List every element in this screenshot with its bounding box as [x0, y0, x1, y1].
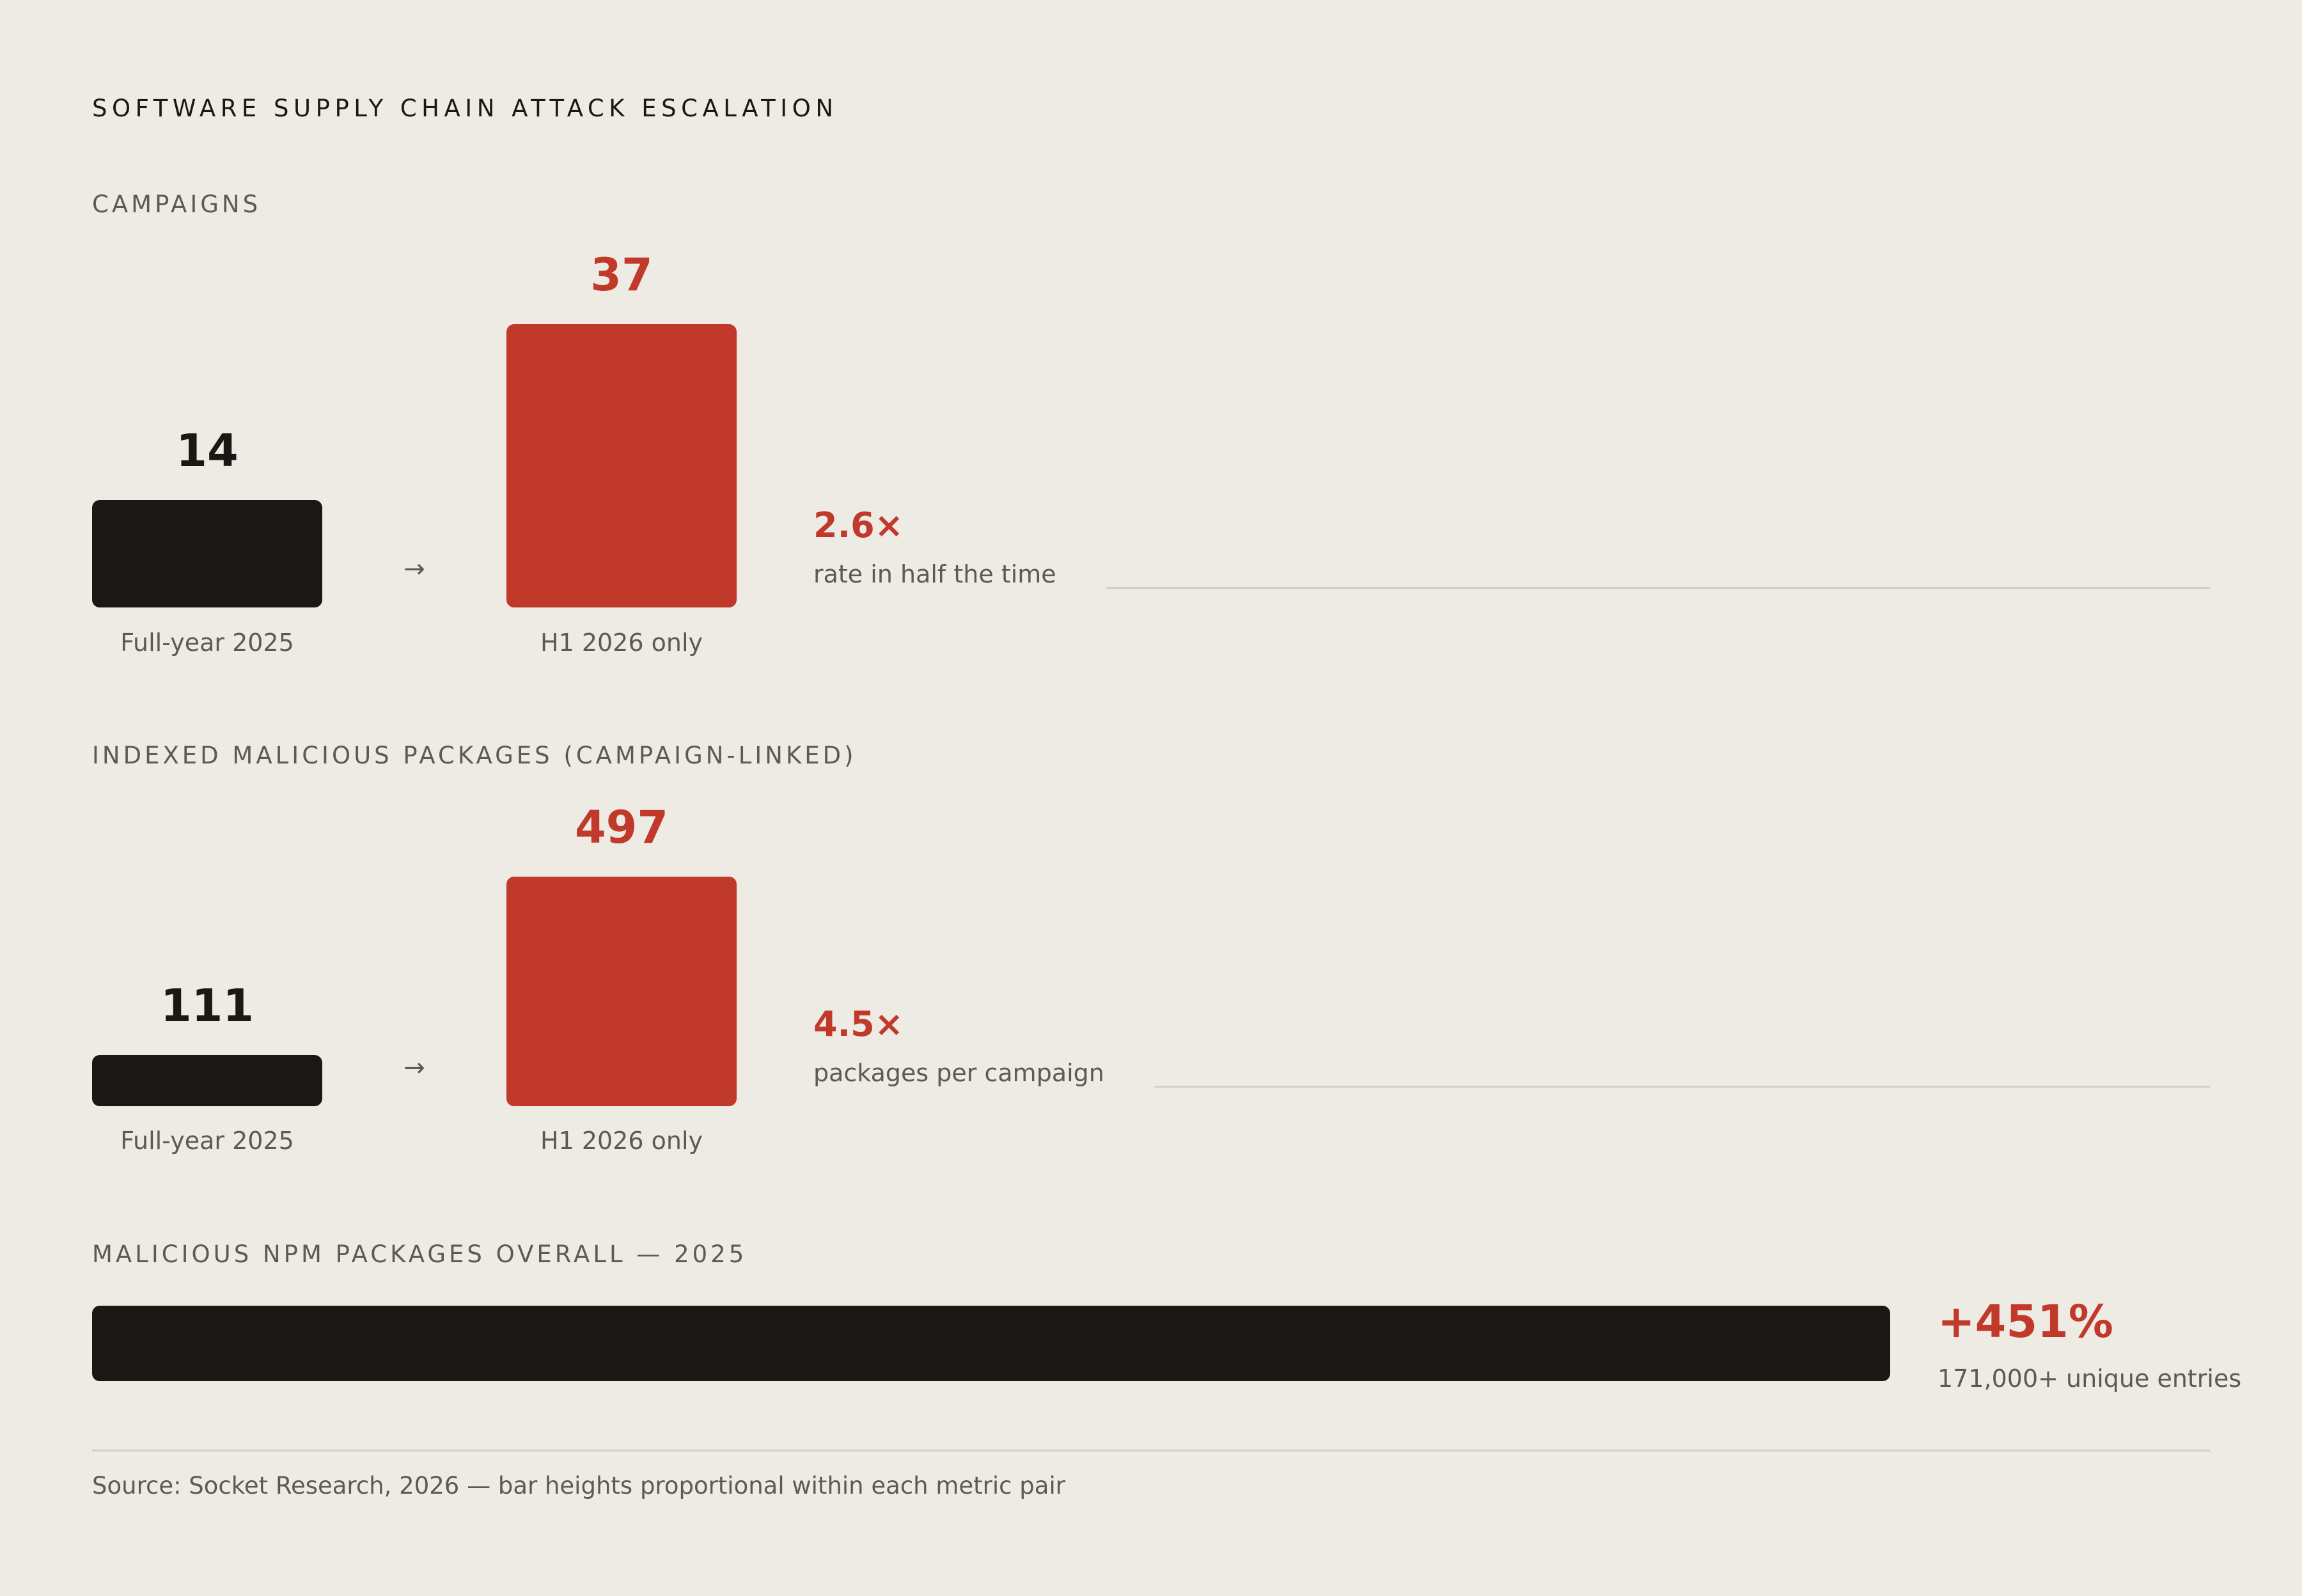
campaigns-category-2025: Full-year 2025 — [120, 629, 294, 657]
packages-bar-h1-2026 — [506, 877, 737, 1106]
campaigns-bar-h1-2026 — [506, 324, 737, 607]
npm-unique-entries-note: 171,000+ unique entries — [1938, 1365, 2242, 1393]
packages-multiplier-note: packages per campaign — [813, 1059, 1104, 1087]
campaigns-divider — [1106, 587, 2210, 589]
campaigns-bar-2025 — [92, 500, 322, 607]
campaigns-category-h1-2026: H1 2026 only — [540, 629, 703, 657]
packages-category-2025: Full-year 2025 — [120, 1127, 294, 1155]
campaigns-section-label: CAMPAIGNS — [92, 191, 262, 218]
campaigns-multiplier-note: rate in half the time — [813, 560, 1056, 588]
packages-multiplier: 4.5× — [813, 1004, 904, 1044]
campaigns-value-h1-2026: 37 — [590, 249, 653, 301]
campaigns-multiplier: 2.6× — [813, 505, 904, 545]
npm-growth-percent: +451% — [1938, 1295, 2113, 1348]
campaigns-arrow: → — [403, 554, 425, 584]
npm-overall-bar — [92, 1306, 1890, 1381]
packages-value-h1-2026: 497 — [574, 801, 669, 854]
packages-value-2025: 111 — [160, 980, 254, 1032]
packages-section-label: INDEXED MALICIOUS PACKAGES (CAMPAIGN-LIN… — [92, 742, 857, 769]
packages-bar-2025 — [92, 1055, 322, 1106]
npm-section-label: MALICIOUS NPM PACKAGES OVERALL — 2025 — [92, 1240, 748, 1268]
packages-arrow: → — [403, 1053, 425, 1083]
packages-category-h1-2026: H1 2026 only — [540, 1127, 703, 1155]
page-title: SOFTWARE SUPPLY CHAIN ATTACK ESCALATION — [92, 95, 838, 122]
footer-divider — [92, 1450, 2210, 1451]
source-note: Source: Socket Research, 2026 — bar heig… — [92, 1472, 1065, 1499]
packages-divider — [1155, 1086, 2210, 1088]
campaigns-value-2025: 14 — [176, 425, 239, 477]
